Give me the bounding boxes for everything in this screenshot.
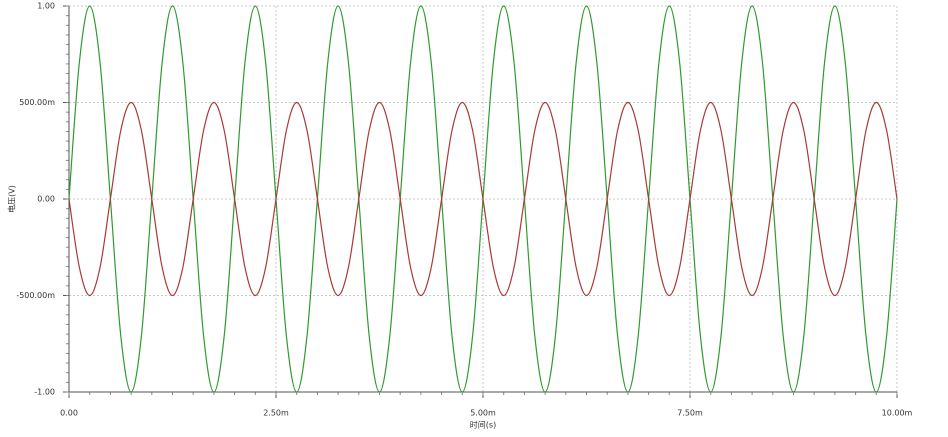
x-tick-label: 10.00m <box>882 409 913 418</box>
y-tick-label: -500.00m <box>16 291 55 300</box>
y-axis-label: 电压(V) <box>7 185 17 213</box>
y-tick-label: 500.00m <box>19 98 55 107</box>
x-tick-label: 2.50m <box>263 409 289 418</box>
x-tick-label: 7.50m <box>677 409 703 418</box>
y-tick-label: -1.00 <box>34 388 55 397</box>
series-line <box>68 101 898 297</box>
y-tick-label: 1.00 <box>37 2 55 11</box>
y-tick-label: 0.00 <box>37 195 55 204</box>
x-tick-label: 5.00m <box>470 409 496 418</box>
x-tick-label: 0.00 <box>60 409 78 418</box>
x-axis-label: 时间(s) <box>470 420 496 430</box>
